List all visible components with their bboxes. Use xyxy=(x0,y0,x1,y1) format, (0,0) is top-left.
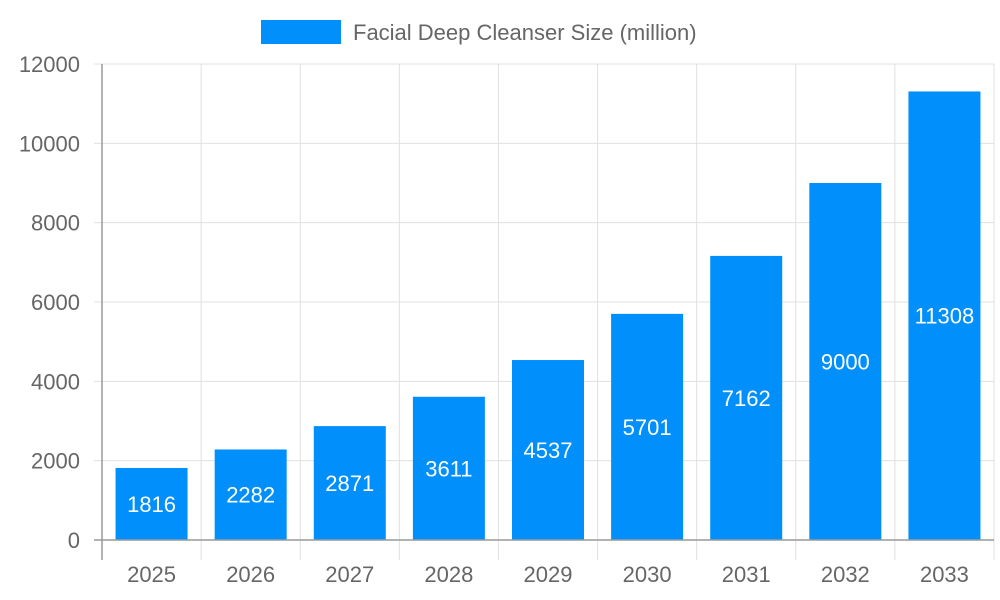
y-tick-label: 8000 xyxy=(31,211,80,236)
bar xyxy=(412,396,485,540)
y-tick-label: 10000 xyxy=(19,131,80,156)
y-tick-label: 12000 xyxy=(19,52,80,77)
bars: 1816 2282 2871 3611 4537 5701 7162 9000 11308 xyxy=(115,91,981,540)
bar-data-label: 1816 xyxy=(127,492,176,517)
bar-data-label: 7162 xyxy=(722,386,771,411)
x-tick-label: 2028 xyxy=(424,562,473,587)
x-tick-label: 2027 xyxy=(325,562,374,587)
x-tick-label: 2030 xyxy=(623,562,672,587)
bar xyxy=(710,255,783,540)
y-tick-label: 6000 xyxy=(31,290,80,315)
bar-data-label: 11308 xyxy=(915,304,975,329)
y-tick-label: 4000 xyxy=(31,369,80,394)
bar xyxy=(809,183,882,540)
legend-swatch xyxy=(261,20,341,44)
legend[interactable]: Facial Deep Cleanser Size (million) xyxy=(261,20,697,45)
bar xyxy=(611,313,684,540)
x-tick-label: 2029 xyxy=(524,562,573,587)
y-tick-label: 2000 xyxy=(31,449,80,474)
x-tick-label: 2031 xyxy=(722,562,771,587)
y-tick-label: 0 xyxy=(68,528,80,553)
x-tick-label: 2032 xyxy=(821,562,870,587)
bar xyxy=(908,91,981,540)
bar xyxy=(115,467,188,540)
bar-data-label: 3611 xyxy=(425,456,472,481)
bar xyxy=(313,426,386,540)
bar-data-label: 2871 xyxy=(325,471,374,496)
bar-data-label: 4537 xyxy=(524,438,573,463)
bar-data-label: 9000 xyxy=(821,350,870,375)
legend-label: Facial Deep Cleanser Size (million) xyxy=(353,20,697,45)
grid xyxy=(94,63,995,560)
bar-data-label: 5701 xyxy=(623,415,672,440)
x-tick-label: 2033 xyxy=(920,562,969,587)
bar xyxy=(512,360,584,540)
axes: 0 2000 4000 6000 8000 10000 12000 2025 2026 2027 2… xyxy=(19,52,994,587)
x-tick-label: 2026 xyxy=(226,562,275,587)
x-tick-label: 2025 xyxy=(127,562,176,587)
bar xyxy=(214,449,287,540)
bar-data-label: 2282 xyxy=(226,483,275,508)
